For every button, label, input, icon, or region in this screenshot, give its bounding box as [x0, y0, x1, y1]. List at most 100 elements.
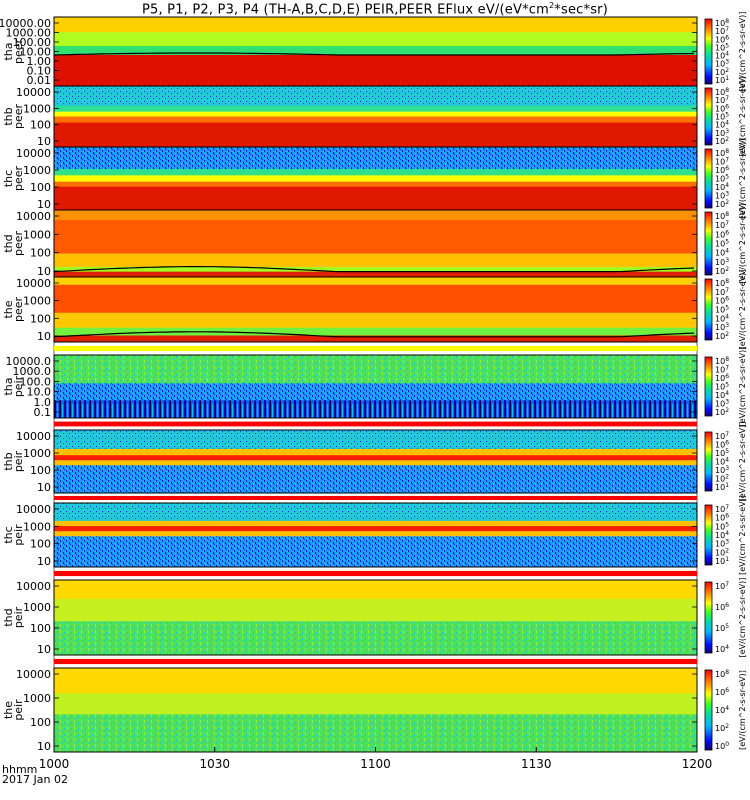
- y-axis-label: tha: [2, 377, 15, 395]
- colorbar-tick-label: 100: [715, 741, 729, 751]
- y-tick-label: 1000: [23, 447, 51, 460]
- y-tick-label: 10000: [16, 210, 51, 223]
- colorbar-tick-label: 103: [715, 465, 729, 475]
- colorbar-tick-label: 103: [715, 399, 729, 409]
- separator-band: [54, 570, 697, 577]
- spectrogram-band: [54, 86, 697, 107]
- colorbar-tick-label: 107: [715, 365, 729, 375]
- colorbar-tick-label: 107: [715, 287, 729, 297]
- y-tick-label: 100.0: [20, 375, 52, 388]
- colorbar-tick-label: 105: [715, 239, 729, 249]
- y-axis-label: peir: [12, 375, 25, 397]
- y-tick-label: 1000: [23, 102, 51, 115]
- y-tick-label: 1.00: [27, 55, 52, 68]
- spectrogram-band: [54, 271, 697, 278]
- y-axis-label: the: [2, 300, 15, 318]
- colorbar-tick-label: 105: [715, 521, 729, 531]
- spectrogram-band: [54, 448, 697, 456]
- colorbar: [704, 356, 713, 417]
- y-tick-label: 1000.0: [13, 365, 52, 378]
- panel-frame: [53, 429, 698, 494]
- y-axis-label: peer: [12, 104, 25, 130]
- colorbar-tick-label: 102: [715, 331, 729, 341]
- y-tick-label: 0.1: [34, 406, 52, 419]
- y-tick-label: 10: [37, 135, 51, 148]
- y-axis-label: thd: [2, 234, 15, 252]
- panel-frame: [53, 579, 698, 656]
- spectrogram-band: [54, 277, 697, 286]
- colorbar-tick-label: 102: [715, 547, 729, 557]
- y-axis-label: thc: [2, 526, 15, 543]
- y-tick-label: 10000.00: [0, 17, 51, 30]
- y-tick-label: 0.10: [27, 65, 52, 78]
- colorbar-label: [eV/(cm^2-s-sr-eV)]: [738, 422, 747, 502]
- separator-band: [54, 345, 697, 352]
- y-tick-label: 10000: [16, 503, 51, 516]
- spectrogram-band: [54, 169, 697, 176]
- spectrogram-band: [54, 400, 697, 419]
- y-tick-label: 100: [30, 181, 51, 194]
- x-tick-label: 1100: [360, 757, 391, 771]
- colorbar-tick-label: 103: [715, 257, 729, 267]
- y-tick-label: 10000: [16, 580, 51, 593]
- colorbar-label: [eV/(cm^2-s-sr-eV)]: [738, 495, 747, 575]
- colorbar-tick-label: 107: [715, 157, 729, 167]
- spectrogram-band: [54, 536, 697, 568]
- spectrogram-band: [54, 503, 697, 522]
- spectrogram-band: [54, 220, 697, 255]
- y-axis-label: thd: [2, 608, 15, 626]
- spectrogram-band: [54, 383, 697, 401]
- colorbar-label: [eV/(cm^2-s-sr-eV)]: [738, 670, 747, 750]
- y-tick-label: 10: [37, 740, 51, 753]
- colorbar-tick-label: 105: [715, 42, 729, 52]
- colorbar-tick-label: 104: [715, 120, 729, 130]
- y-tick-label: 1.0: [34, 396, 52, 409]
- colorbar-label: [eV/(cm^2-s-sr-eV)]: [738, 204, 747, 284]
- x-tick-label: 1000: [39, 757, 70, 771]
- y-tick-label: 10000: [16, 147, 51, 160]
- spectrogram-band: [54, 531, 697, 537]
- colorbar-tick-label: 104: [715, 530, 729, 540]
- y-tick-label: 100: [30, 716, 51, 729]
- colorbar-tick-label: 101: [715, 75, 729, 85]
- colorbar-tick-label: 108: [715, 211, 729, 221]
- panel-frame: [53, 354, 698, 419]
- colorbar: [704, 581, 713, 654]
- y-tick-label: 10.0: [27, 386, 52, 399]
- colorbar-label: [eV/(cm^2-s-sr-eV)]: [738, 347, 747, 427]
- colorbar-tick-label: 101: [715, 556, 729, 566]
- colorbar-tick-label: 102: [715, 474, 729, 484]
- spectrogram-band: [54, 580, 697, 600]
- spectrogram-band: [54, 111, 697, 117]
- colorbar-tick-label: 107: [715, 504, 729, 514]
- spectrogram-band: [54, 714, 697, 753]
- y-tick-label: 1000: [23, 164, 51, 177]
- separator-band: [54, 496, 697, 500]
- y-axis-label: peer: [12, 297, 25, 323]
- panel-thb-peer: 10000100010010thbpeer1081071061051041031…: [2, 77, 747, 157]
- colorbar-tick-label: 106: [715, 440, 729, 450]
- colorbar: [704, 431, 713, 492]
- spectrogram-band: [54, 621, 697, 656]
- colorbar: [704, 669, 713, 751]
- colorbar-tick-label: 104: [715, 248, 729, 258]
- colorbar-tick-label: 103: [715, 59, 729, 69]
- y-tick-label: 1000: [23, 295, 51, 308]
- colorbar-tick-label: 108: [715, 278, 729, 288]
- y-tick-label: 100: [30, 312, 51, 325]
- spectrogram-band: [54, 284, 697, 314]
- colorbar-tick-label: 106: [715, 513, 729, 523]
- y-tick-label: 100.00: [13, 36, 52, 49]
- y-tick-label: 10: [37, 330, 51, 343]
- boundary-line: [53, 331, 695, 338]
- colorbar-tick-label: 106: [715, 296, 729, 306]
- colorbar-tick-label: 106: [715, 165, 729, 175]
- colorbar-label: [eV/(cm^2-s-sr-eV)]: [738, 139, 747, 219]
- spectrogram-band: [54, 106, 697, 113]
- plot-title: P5, P1, P2, P3, P4 (TH-A,B,C,D,E) PEIR,P…: [0, 1, 750, 17]
- spectrogram-band: [54, 147, 697, 170]
- colorbar-label: [eV/(cm^2-s-sr-eV)]: [738, 12, 747, 92]
